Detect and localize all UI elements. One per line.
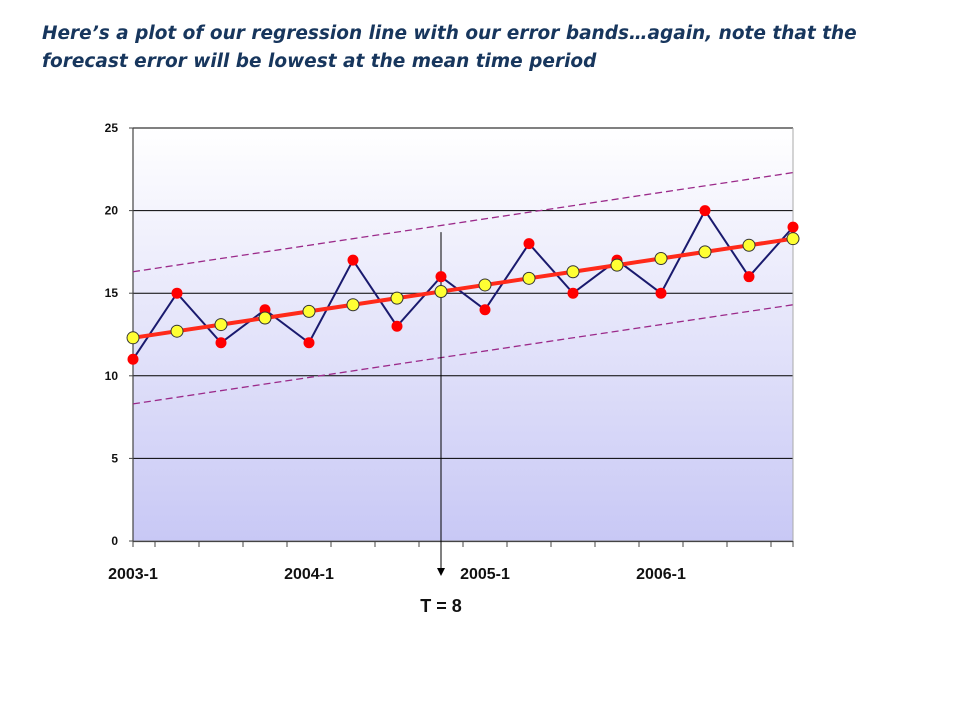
plot-area xyxy=(133,128,793,541)
x-category-label: 2004-1 xyxy=(284,566,334,583)
fitted-series xyxy=(126,232,800,345)
lower-band-line xyxy=(132,304,794,405)
x-category-label: 2005-1 xyxy=(460,566,510,583)
y-tick-label: 25 xyxy=(105,121,119,135)
actual-point xyxy=(567,287,579,299)
actual-series xyxy=(127,205,799,365)
y-tick-label: 15 xyxy=(105,286,119,300)
actual-point xyxy=(171,287,183,299)
fitted-point xyxy=(346,298,360,312)
fitted-point xyxy=(654,252,668,266)
fitted-point xyxy=(302,304,316,318)
fitted-point xyxy=(566,265,580,279)
actual-point xyxy=(699,205,711,217)
fitted-point xyxy=(170,324,184,338)
y-tick-label: 10 xyxy=(105,369,119,383)
error-bands xyxy=(132,171,794,405)
fitted-point xyxy=(742,238,756,252)
fitted-series-line xyxy=(132,236,794,340)
actual-point xyxy=(391,320,403,332)
x-category-label: 2006-1 xyxy=(636,566,686,583)
x-category-label: 2003-1 xyxy=(108,566,158,583)
actual-series-line xyxy=(132,208,794,360)
fitted-point xyxy=(610,258,624,272)
actual-point xyxy=(787,221,799,233)
fitted-point xyxy=(522,271,536,285)
fitted-point xyxy=(214,318,228,332)
actual-point xyxy=(127,353,139,365)
actual-point xyxy=(523,238,535,250)
fitted-point xyxy=(434,285,448,299)
actual-point xyxy=(655,287,667,299)
caption-line-1: Here’s a plot of our regression line wit… xyxy=(42,23,857,44)
actual-point xyxy=(435,271,447,283)
upper-band-line xyxy=(132,171,794,273)
fitted-point xyxy=(698,245,712,259)
actual-point xyxy=(743,271,755,283)
fitted-point xyxy=(786,232,800,246)
actual-point xyxy=(215,337,227,349)
y-tick-label: 5 xyxy=(111,451,118,465)
fitted-point xyxy=(390,291,404,305)
fitted-point xyxy=(126,331,140,345)
mean-period-label: T = 8 xyxy=(420,596,462,616)
fitted-point xyxy=(258,311,272,325)
fitted-point xyxy=(478,278,492,292)
actual-point xyxy=(347,254,359,266)
y-tick-label: 20 xyxy=(105,204,119,218)
y-tick-label: 0 xyxy=(111,534,118,548)
actual-point xyxy=(479,304,491,316)
slide-caption: Here’s a plot of our regression line wit… xyxy=(42,20,922,76)
caption-line-2: forecast error will be lowest at the mea… xyxy=(42,51,597,72)
actual-point xyxy=(303,337,315,349)
axis-labels: 0 5 10 15 20 25 2003-1 2004-1 2005-1 2006-1 T = 8 xyxy=(105,121,686,616)
